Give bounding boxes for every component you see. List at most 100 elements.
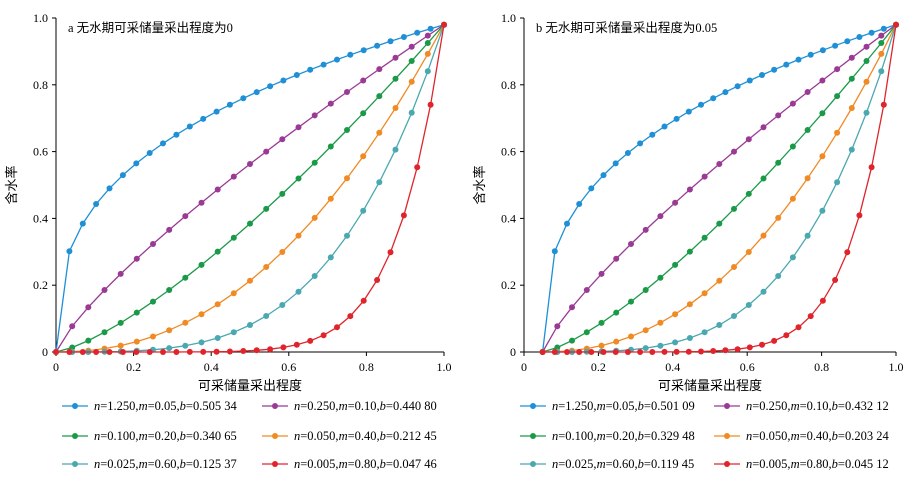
legend-label: n=0.100,m=0.20,b=0.329 48	[552, 429, 695, 443]
data-point	[263, 313, 270, 319]
legend-label-part: =0.050,	[300, 429, 338, 443]
y-tick-label: 1.0	[501, 11, 516, 25]
data-point	[186, 123, 193, 130]
data-point	[804, 232, 811, 239]
y-tick-label: 0.4	[501, 211, 516, 225]
legend-entry: n=0.250,m=0.10,b=0.440 80	[262, 399, 437, 413]
legend-label-part: b	[180, 399, 186, 413]
legend-label-part: b	[380, 457, 386, 471]
legend-label-part: n	[552, 457, 558, 471]
data-point	[588, 185, 595, 192]
data-point	[247, 277, 253, 284]
data-point	[628, 333, 634, 340]
data-point	[819, 207, 826, 214]
data-point	[759, 341, 765, 348]
data-point	[716, 277, 723, 284]
panel-title: b 无水期可采储量采出程度为0.05	[536, 20, 717, 35]
series-line	[541, 24, 897, 353]
data-point	[539, 349, 546, 355]
legend-label-part: =0.250,	[752, 399, 790, 413]
data-point	[226, 348, 233, 355]
data-point	[551, 248, 558, 255]
series-line	[542, 24, 897, 353]
legend-label: n=0.025,m=0.60,b=0.119 45	[552, 457, 694, 471]
data-point	[878, 68, 885, 75]
data-point	[734, 83, 741, 90]
legend-label-part: m	[339, 429, 348, 443]
data-point	[804, 127, 811, 133]
data-point	[360, 110, 367, 117]
data-point	[101, 329, 108, 336]
legend-label-part: b	[832, 399, 838, 413]
legend-label: n=0.005,m=0.80,b=0.045 12	[746, 457, 889, 471]
data-point	[267, 346, 274, 353]
data-point	[832, 277, 839, 283]
y-axis-title: 含水率	[472, 165, 487, 204]
legend-marker	[72, 433, 78, 439]
legend-entry: n=1.250,m=0.05,b=0.501 09	[520, 399, 695, 413]
data-point	[414, 164, 421, 171]
data-point	[247, 322, 253, 328]
legend-label-part: =0.05,	[606, 399, 638, 413]
y-tick-label: 0.8	[33, 78, 48, 92]
data-point	[637, 140, 644, 147]
legend-label-part: n	[746, 399, 752, 413]
data-point	[598, 342, 605, 349]
data-point	[133, 349, 140, 355]
legend-label-part: n	[552, 429, 558, 443]
data-point	[295, 124, 302, 131]
legend-label: n=1.250,m=0.05,b=0.505 34	[94, 399, 237, 413]
data-point	[672, 199, 679, 206]
data-point	[848, 75, 855, 82]
data-point	[673, 348, 680, 355]
x-tick-label: 0	[53, 360, 59, 374]
data-point	[893, 21, 899, 28]
legend-label-part: =0.60,	[148, 457, 180, 471]
data-point	[716, 220, 723, 227]
data-point	[344, 175, 350, 182]
data-point	[583, 329, 590, 336]
data-point	[66, 248, 73, 255]
data-point	[795, 56, 802, 63]
data-point	[722, 89, 729, 96]
legend-marker	[272, 461, 278, 467]
series-line	[55, 24, 445, 353]
legend-label-part: b	[832, 457, 838, 471]
data-point	[657, 274, 664, 281]
legend-label-part: n	[94, 457, 100, 471]
y-tick-label: 0.6	[33, 145, 48, 159]
data-point	[783, 61, 790, 68]
data-point	[564, 220, 570, 227]
data-point	[93, 201, 100, 207]
x-tick-label: 1.0	[889, 360, 904, 374]
data-point	[598, 270, 605, 277]
data-point	[347, 51, 354, 58]
data-point	[320, 332, 327, 339]
data-point	[198, 199, 205, 206]
data-point	[868, 29, 875, 36]
legend-label-part: =0.05,	[148, 399, 180, 413]
data-point	[745, 249, 752, 255]
data-point	[253, 89, 260, 96]
data-point	[240, 95, 247, 102]
series-line	[56, 24, 445, 353]
legend-label-part: =0.119 45	[644, 457, 694, 471]
data-point	[600, 172, 607, 179]
data-point	[628, 241, 634, 247]
data-point	[819, 110, 826, 117]
legend-label: n=0.250,m=0.10,b=0.432 12	[746, 399, 889, 413]
legend-label-part: n	[294, 457, 300, 471]
x-tick-label: 0.6	[281, 360, 296, 374]
data-point	[327, 100, 334, 107]
legend-label-part: m	[139, 457, 148, 471]
data-point	[213, 108, 220, 115]
data-point	[569, 337, 575, 344]
data-point	[230, 329, 237, 336]
series-1	[539, 21, 899, 355]
data-point	[441, 21, 447, 28]
data-point	[686, 335, 693, 341]
legend-label-part: m	[339, 457, 348, 471]
legend-label-part: =0.20,	[606, 429, 638, 443]
legend-marker	[72, 461, 78, 467]
data-point	[360, 207, 367, 214]
